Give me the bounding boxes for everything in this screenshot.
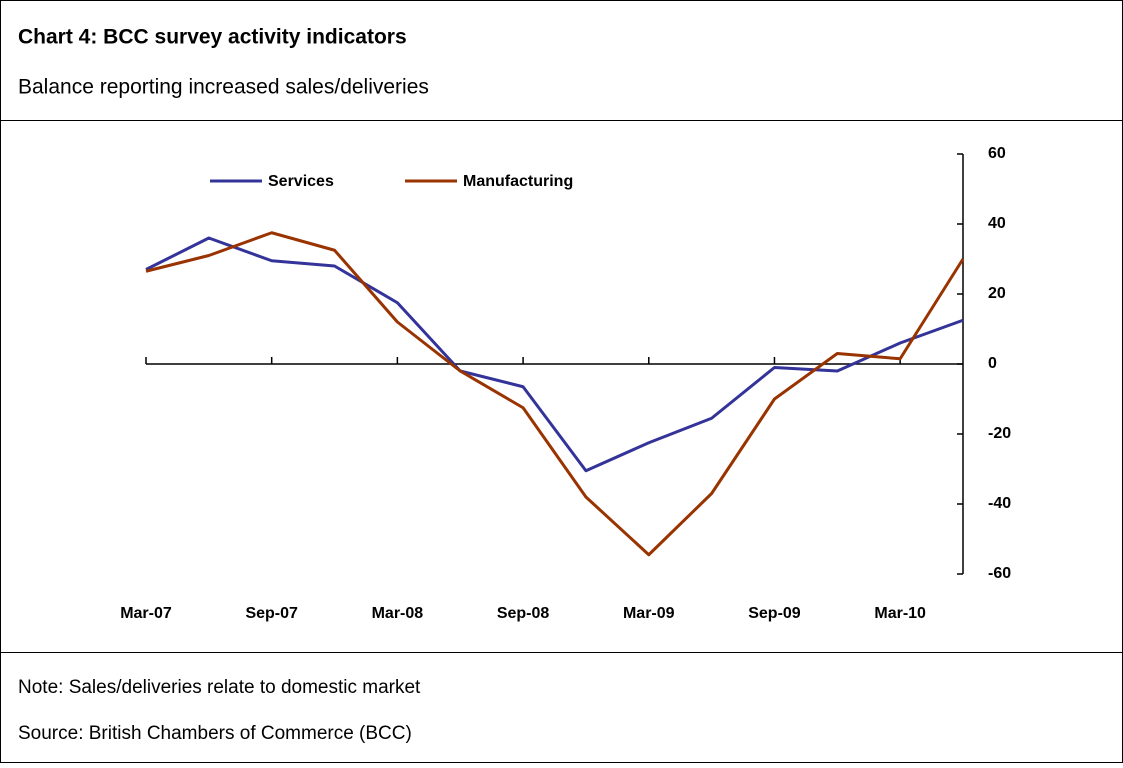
source: Source: British Chambers of Commerce (BC… [18,723,412,744]
x-tick-label: Mar-09 [623,605,675,622]
chart-title: Chart 4: BCC survey activity indicators [18,26,407,49]
x-tick-label: Mar-07 [120,605,172,622]
chart-subtitle: Balance reporting increased sales/delive… [18,76,429,99]
series-line [145,231,965,557]
x-tick-label: Mar-10 [874,605,926,622]
y-tick-label: -20 [988,425,1011,442]
y-tick-label: 60 [988,145,1006,162]
legend-label: Manufacturing [463,173,573,190]
x-tick-label: Sep-09 [748,605,801,622]
y-tick-label: -60 [988,565,1011,582]
legend-label: Services [268,173,334,190]
x-tick-label: Sep-07 [245,605,298,622]
x-tick-label: Mar-08 [372,605,424,622]
x-tick-label: Sep-08 [497,605,550,622]
note: Note: Sales/deliveries relate to domesti… [18,677,421,698]
y-tick-label: 0 [988,355,997,372]
y-tick-label: 40 [988,215,1006,232]
y-tick-label: 20 [988,285,1006,302]
y-tick-label: -40 [988,495,1011,512]
series-line [145,236,964,473]
